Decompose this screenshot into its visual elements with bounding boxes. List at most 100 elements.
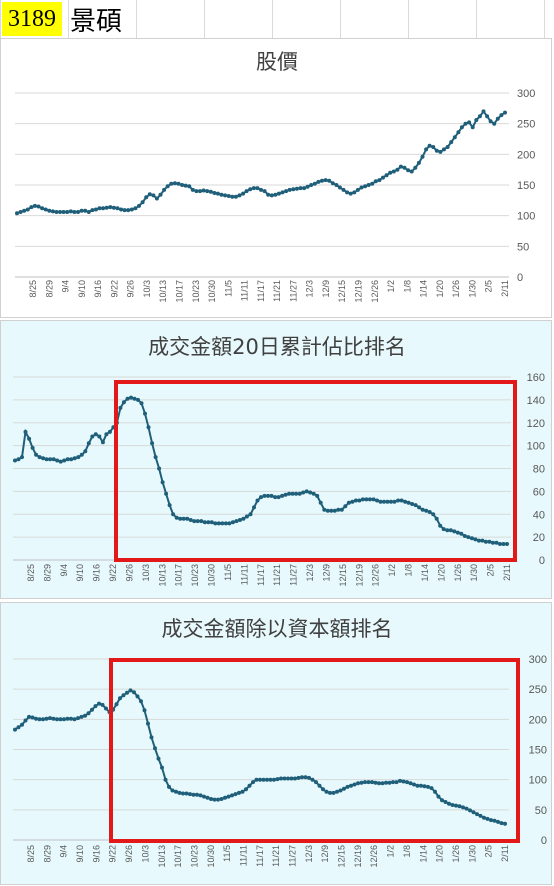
data-point xyxy=(107,429,112,434)
data-point xyxy=(90,434,95,439)
data-point xyxy=(377,781,381,786)
data-point xyxy=(422,784,427,789)
data-point xyxy=(144,195,149,200)
data-point xyxy=(22,208,27,213)
y-tick-label: 150 xyxy=(529,745,547,757)
data-point xyxy=(79,452,84,457)
data-point xyxy=(34,716,38,721)
data-point xyxy=(431,145,436,149)
data-point xyxy=(69,457,74,462)
data-point xyxy=(480,538,485,543)
data-point xyxy=(233,792,238,797)
data-point xyxy=(183,183,188,188)
data-point xyxy=(13,458,17,463)
data-point xyxy=(69,716,73,721)
data-point xyxy=(195,792,199,797)
data-point xyxy=(445,528,450,533)
x-tick-label: 12/15 xyxy=(337,845,347,868)
data-point xyxy=(227,521,232,526)
data-point xyxy=(337,185,342,190)
data-point xyxy=(391,169,396,174)
data-point xyxy=(427,143,432,148)
data-point xyxy=(384,173,389,178)
data-point xyxy=(122,208,127,213)
data-point xyxy=(252,505,256,510)
data-point xyxy=(300,775,304,780)
highlight-box xyxy=(109,658,520,843)
x-tick-label: 9/16 xyxy=(91,845,101,863)
data-point xyxy=(65,716,70,721)
data-point xyxy=(190,187,195,192)
data-point xyxy=(424,147,429,152)
data-point xyxy=(202,520,207,525)
x-tick-label: 11/5 xyxy=(223,564,233,581)
data-point xyxy=(318,500,323,505)
data-point xyxy=(58,717,63,722)
data-point xyxy=(262,189,267,194)
data-point xyxy=(483,539,488,544)
x-tick-label: 9/4 xyxy=(59,845,69,858)
data-point xyxy=(346,500,351,505)
data-point xyxy=(20,455,24,460)
data-point xyxy=(100,702,105,707)
y-tick-label: 60 xyxy=(533,486,545,498)
x-tick-label: 1/2 xyxy=(386,845,396,858)
data-point xyxy=(360,497,365,502)
data-point xyxy=(226,794,231,799)
data-point xyxy=(294,186,299,191)
data-point xyxy=(416,160,421,165)
data-point xyxy=(61,210,66,214)
data-point xyxy=(380,781,385,786)
data-point xyxy=(119,207,124,212)
turnover-rank-chart: 成交金額20日累計佔比排名 0 20 40 60 80 100 120 140 160 8/25 8/… xyxy=(13,335,545,587)
data-point xyxy=(287,187,292,192)
x-tick-label: 1/30 xyxy=(467,280,477,298)
data-point xyxy=(54,210,59,214)
data-point xyxy=(501,542,506,546)
data-point xyxy=(412,782,416,787)
data-point xyxy=(101,206,106,211)
data-point xyxy=(498,542,502,546)
data-point xyxy=(490,540,495,545)
data-point xyxy=(381,175,385,180)
data-point xyxy=(433,789,437,794)
x-tick-label: 9/4 xyxy=(61,280,71,293)
chart-title: 成交金額20日累計佔比排名 xyxy=(148,335,406,359)
data-point xyxy=(15,211,19,216)
data-point xyxy=(32,203,37,208)
data-point xyxy=(55,717,59,722)
data-point xyxy=(378,499,383,504)
data-point xyxy=(255,186,260,191)
data-point xyxy=(308,490,313,495)
data-point xyxy=(450,803,455,807)
data-point xyxy=(206,520,211,525)
data-point xyxy=(335,789,339,794)
data-point xyxy=(485,114,490,119)
data-point xyxy=(147,192,152,197)
data-point xyxy=(345,784,350,789)
data-point xyxy=(496,819,500,824)
data-point xyxy=(48,457,53,462)
data-point xyxy=(93,432,98,437)
x-tick-label: 12/3 xyxy=(305,564,315,582)
data-point xyxy=(254,777,259,782)
data-point xyxy=(118,405,123,410)
data-point xyxy=(118,696,122,701)
data-point xyxy=(265,777,269,782)
data-point xyxy=(157,466,162,471)
data-point xyxy=(342,786,346,791)
data-point xyxy=(219,797,224,801)
data-point xyxy=(350,499,355,504)
x-tick-label: 8/25 xyxy=(28,280,38,298)
data-point xyxy=(371,497,376,502)
data-point xyxy=(248,512,253,517)
y-tick-label: 50 xyxy=(517,241,529,253)
x-tick-label: 11/17 xyxy=(256,564,266,586)
data-point xyxy=(503,821,507,826)
data-point xyxy=(373,179,378,184)
data-point xyxy=(18,210,23,214)
data-point xyxy=(36,204,41,209)
data-point xyxy=(139,699,143,704)
x-tick-label: 1/8 xyxy=(402,845,412,858)
data-point xyxy=(449,140,454,145)
